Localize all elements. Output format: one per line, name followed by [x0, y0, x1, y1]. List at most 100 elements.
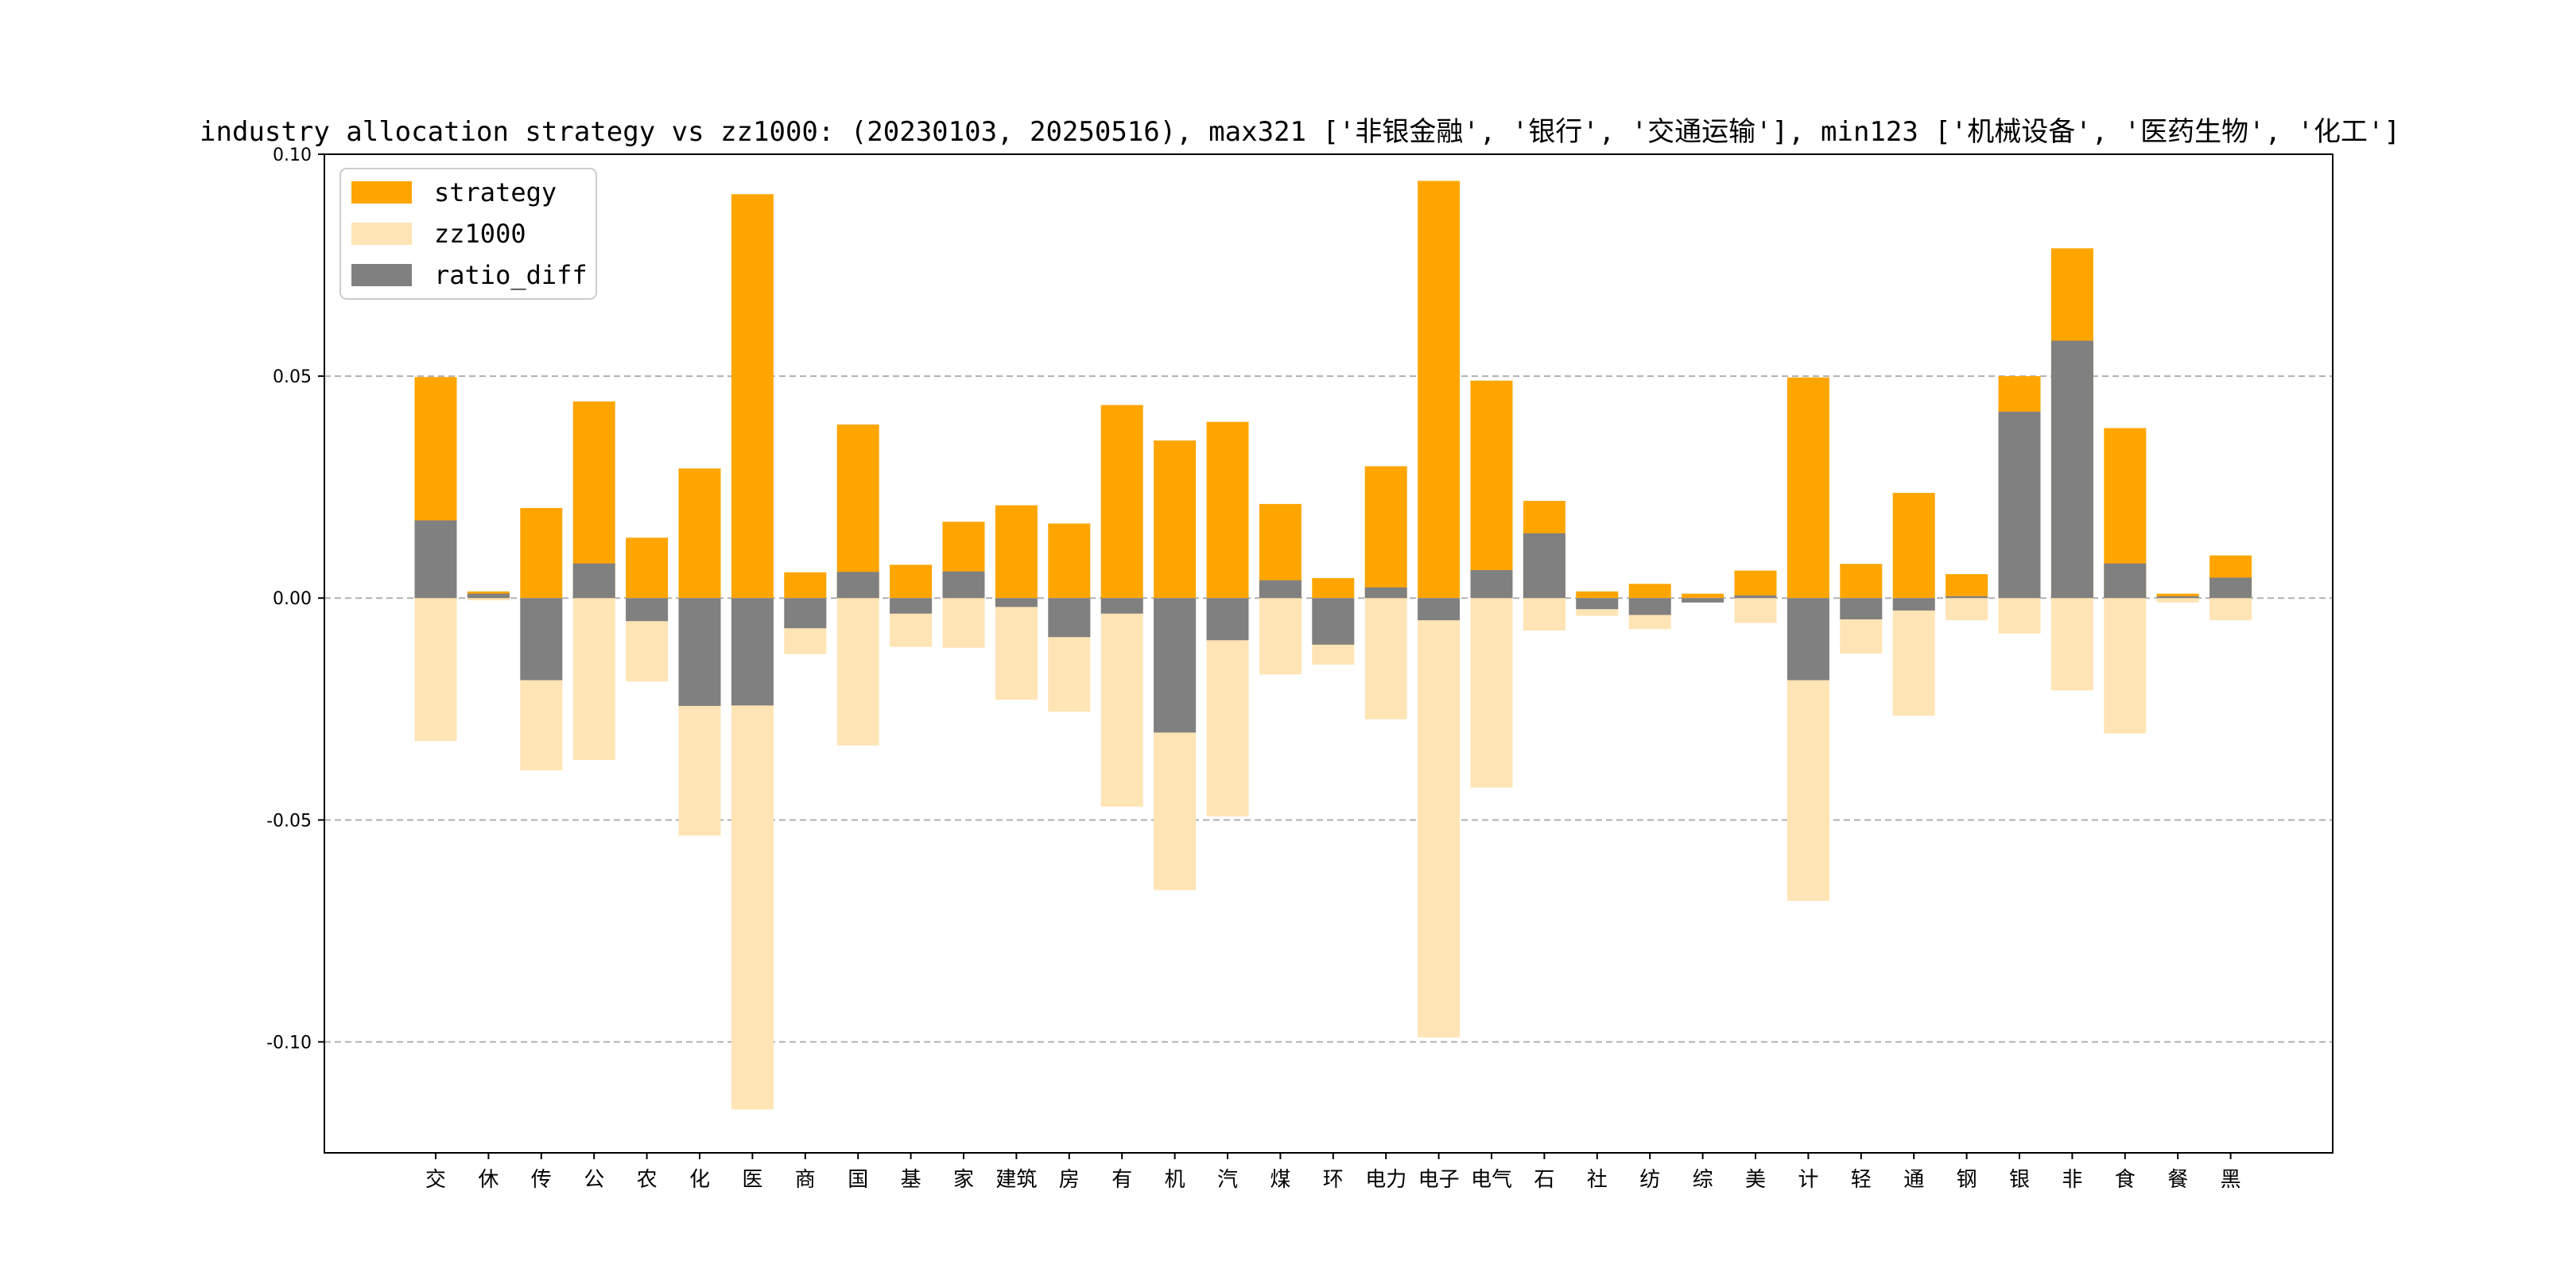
bar-ratio_diff: [1418, 598, 1461, 621]
bar-ratio_diff: [1998, 411, 2041, 599]
bar-ratio_diff: [2104, 563, 2147, 599]
x-tick-label: 通: [1903, 1168, 1924, 1192]
x-tick-label: 美: [1745, 1168, 1766, 1192]
bar-zz1000: [1100, 598, 1143, 807]
bar-zz1000: [2156, 598, 2199, 603]
x-tick-label: 纺: [1639, 1168, 1660, 1192]
bar-strategy: [626, 537, 669, 599]
plot-frame: [324, 153, 2334, 1154]
bar-strategy: [1682, 593, 1724, 599]
bar-ratio_diff: [1840, 598, 1883, 620]
bar-zz1000: [1523, 598, 1565, 630]
x-tick-label: 煤: [1270, 1168, 1290, 1192]
x-tick-label: 社: [1587, 1168, 1608, 1192]
x-axis: 交 休 传 公 农 化 医 商 国 基 家建筑房 有 机 汽 煤 环电力 电子 电气石 社 纺 综 美 计 轻 通 钢 银 非 食 餐 黑: [425, 1153, 2241, 1192]
bar-strategy: [995, 505, 1038, 599]
bar-ratio_diff: [1892, 598, 1935, 611]
bar-ratio_diff: [1048, 598, 1091, 638]
bar-strategy: [1734, 570, 1777, 599]
bar-strategy: [1576, 591, 1619, 599]
bar-ratio_diff: [942, 571, 985, 599]
bar-ratio_diff: [1946, 596, 1988, 599]
bar-strategy: [2156, 593, 2199, 599]
x-tick-label: 房: [1059, 1168, 1080, 1192]
bar-ratio_diff: [1154, 598, 1197, 733]
bar-ratio_diff: [1364, 587, 1407, 599]
x-tick-label: 黑: [2221, 1168, 2241, 1192]
bar-strategy: [1048, 523, 1091, 599]
y-tick-label: 0.00: [273, 589, 312, 609]
bar-ratio_diff: [467, 593, 510, 599]
y-tick-label: -0.10: [266, 1033, 312, 1053]
legend-swatch-zz1000: [351, 223, 412, 245]
x-tick-label: 建筑: [995, 1168, 1037, 1192]
x-tick-label: 计: [1798, 1168, 1818, 1192]
bar-strategy: [1892, 492, 1935, 599]
legend-label-zz1000: zz1000: [434, 219, 526, 249]
x-tick-label: 机: [1165, 1168, 1185, 1192]
legend-label-strategy: strategy: [434, 177, 557, 208]
bar-strategy: [1364, 466, 1407, 599]
bar-strategy: [1840, 564, 1883, 599]
bar-ratio_diff: [784, 598, 827, 629]
bar-ratio_diff: [2209, 577, 2252, 599]
x-tick-label: 农: [637, 1168, 658, 1192]
bar-ratio_diff: [2156, 596, 2199, 599]
bar-zz1000: [995, 598, 1038, 700]
x-tick-label: 银: [2009, 1168, 2030, 1192]
bar-strategy: [678, 468, 721, 599]
bar-ratio_diff: [1628, 598, 1671, 615]
x-tick-label: 电子: [1418, 1168, 1460, 1192]
bar-strategy: [890, 564, 933, 599]
bar-zz1000: [1998, 598, 2041, 634]
x-tick-label: 钢: [1957, 1168, 1977, 1192]
x-tick-label: 有: [1111, 1168, 1132, 1192]
bar-zz1000: [2050, 598, 2093, 691]
x-tick-label: 基: [901, 1168, 921, 1192]
bar-zz1000: [1418, 598, 1461, 1038]
bar-zz1000: [1364, 598, 1407, 720]
bar-strategy: [1418, 180, 1461, 599]
bar-ratio_diff: [2050, 340, 2093, 599]
bar-zz1000: [1734, 598, 1777, 623]
x-tick-label: 公: [584, 1168, 604, 1192]
x-tick-label: 食: [2115, 1168, 2136, 1192]
bar-strategy: [1628, 584, 1671, 599]
bar-zz1000: [2104, 598, 2147, 734]
bar-ratio_diff: [1206, 598, 1249, 641]
bar-ratio_diff: [626, 598, 669, 622]
bar-strategy: [1312, 578, 1355, 599]
bar-zz1000: [414, 598, 457, 741]
bar-ratio_diff: [1470, 570, 1513, 599]
y-tick-label: 0.10: [273, 145, 312, 165]
bar-strategy: [1787, 377, 1829, 599]
bar-ratio_diff: [1523, 533, 1565, 599]
bar-ratio_diff: [731, 598, 774, 706]
x-tick-label: 餐: [2167, 1168, 2188, 1192]
bar-strategy: [1154, 440, 1197, 599]
bar-ratio_diff: [1259, 580, 1302, 599]
bar-zz1000: [467, 598, 510, 601]
x-tick-label: 环: [1323, 1168, 1344, 1192]
x-tick-label: 综: [1693, 1168, 1713, 1192]
bar-ratio_diff: [836, 572, 879, 599]
bar-ratio_diff: [1312, 598, 1355, 645]
bar-ratio_diff: [1576, 598, 1619, 610]
bar-ratio_diff: [995, 598, 1038, 607]
bar-strategy: [1470, 380, 1513, 599]
bar-strategy: [520, 507, 563, 599]
x-tick-label: 化: [689, 1168, 710, 1192]
bar-zz1000: [1470, 598, 1513, 788]
bar-strategy: [1206, 421, 1249, 599]
x-tick-label: 非: [2062, 1168, 2082, 1192]
bar-zz1000: [1259, 598, 1302, 675]
legend-label-ratio_diff: ratio_diff: [434, 260, 588, 290]
bar-strategy: [1100, 405, 1143, 599]
bar-ratio_diff: [414, 520, 457, 599]
x-tick-label: 休: [478, 1168, 499, 1192]
bars: [414, 180, 2252, 1110]
bar-ratio_diff: [520, 598, 563, 681]
legend: strategy zz1000 ratio_diff: [339, 168, 597, 300]
bar-zz1000: [836, 598, 879, 746]
bar-ratio_diff: [890, 598, 933, 614]
